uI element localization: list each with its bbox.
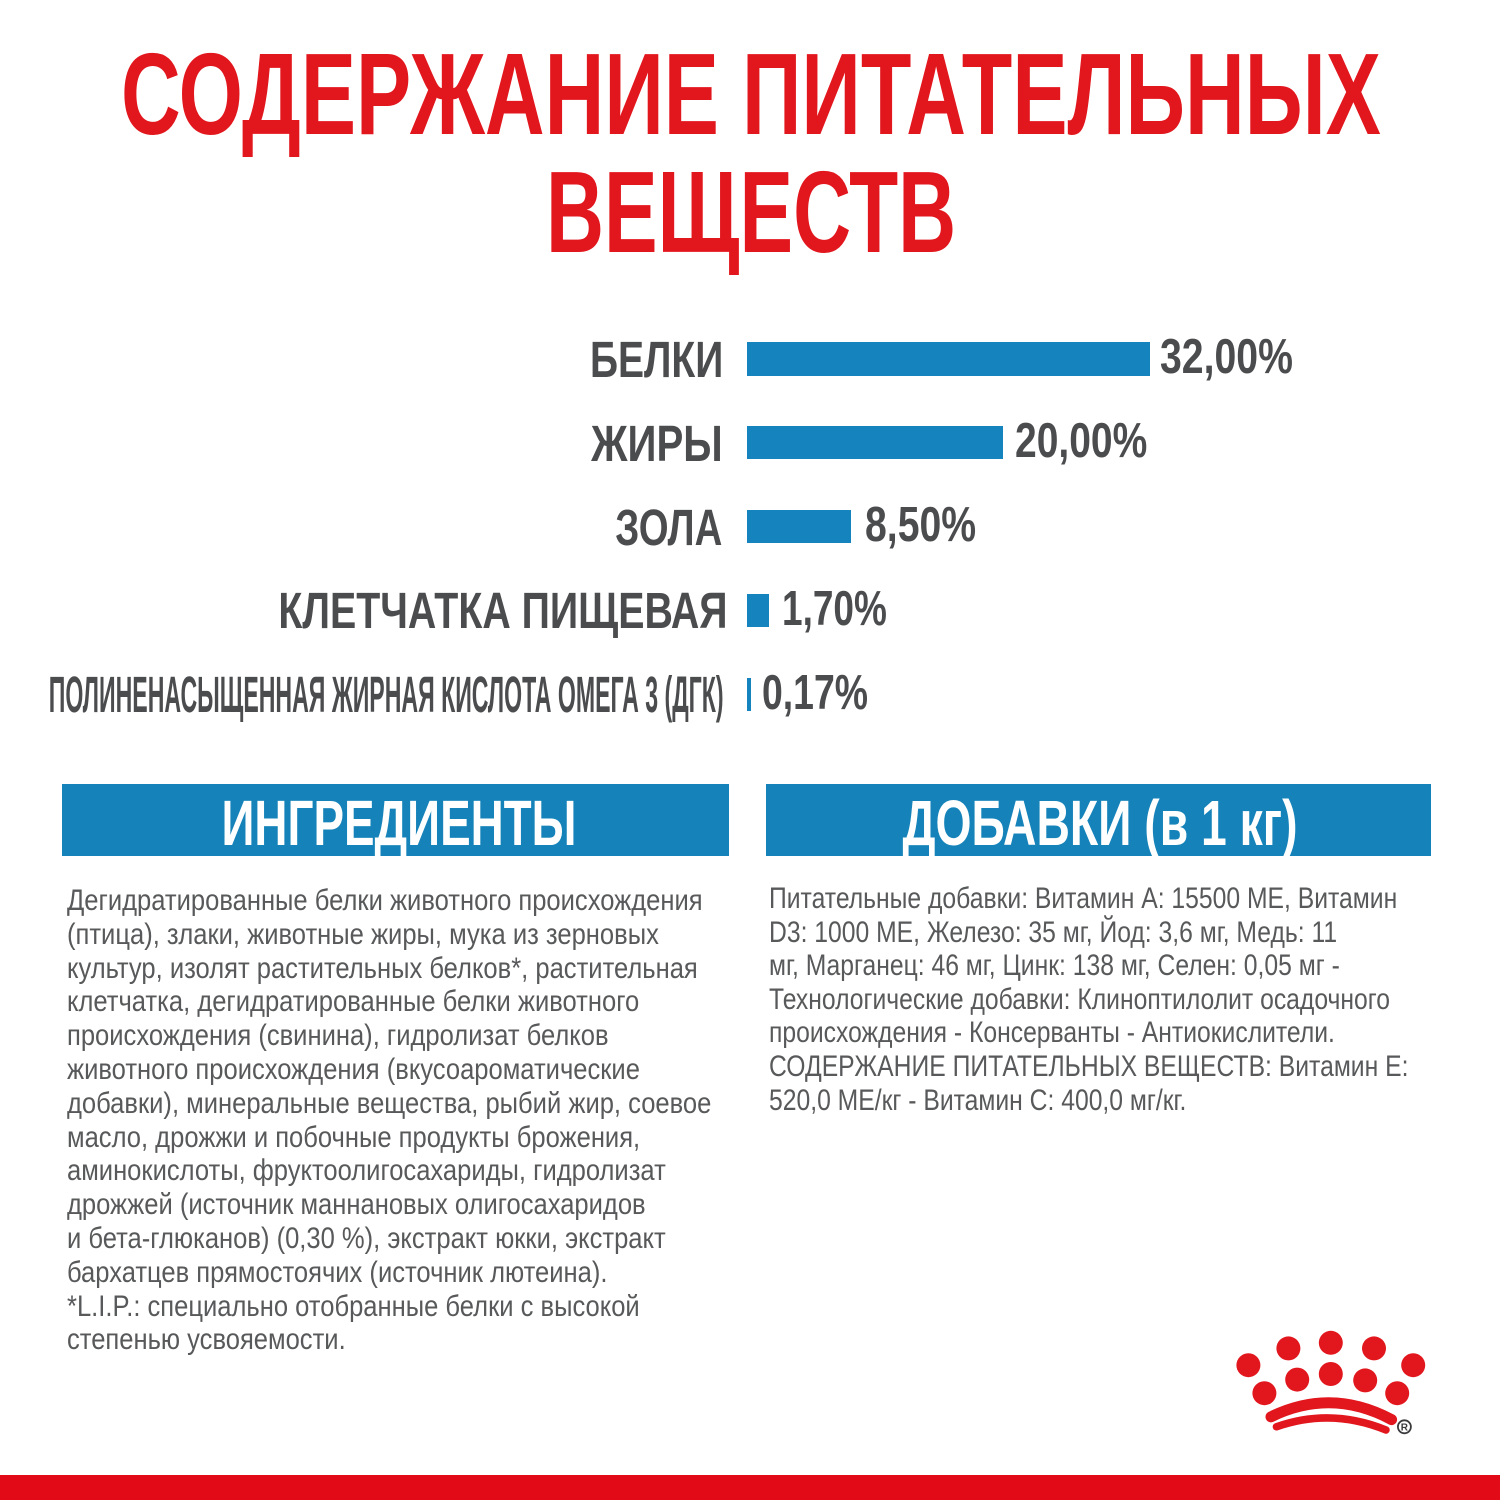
svg-text:R: R [1401, 1422, 1409, 1433]
